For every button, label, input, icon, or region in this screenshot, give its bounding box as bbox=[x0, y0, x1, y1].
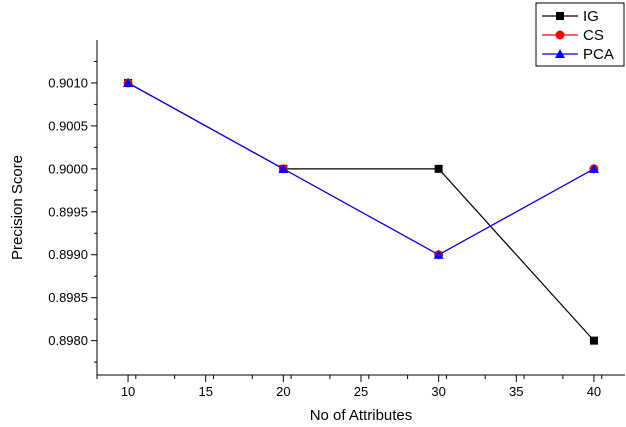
triangle-marker bbox=[278, 163, 289, 173]
y-tick-label: 0.9005 bbox=[48, 118, 88, 133]
triangle-marker bbox=[123, 77, 134, 87]
series-line bbox=[127, 82, 595, 256]
x-tick-label: 25 bbox=[354, 384, 368, 399]
x-tick-label: 40 bbox=[587, 384, 601, 399]
legend: IG CS PCA bbox=[535, 2, 625, 67]
legend-item-ig: IG bbox=[542, 8, 599, 25]
legend-label: CS bbox=[583, 27, 604, 44]
legend-label: PCA bbox=[583, 46, 614, 63]
x-tick-label: 10 bbox=[121, 384, 135, 399]
axes bbox=[96, 40, 625, 376]
legend-label: IG bbox=[583, 8, 599, 25]
y-ticks: 0.8980 0.8985 0.8990 0.8995 0.9000 0.9005 0.90… bbox=[48, 60, 97, 363]
series-layer bbox=[123, 77, 599, 345]
square-marker bbox=[589, 336, 598, 345]
x-axis-title: No of Attributes bbox=[310, 407, 413, 424]
square-marker bbox=[556, 12, 564, 20]
x-ticks: 10 15 20 25 30 35 40 bbox=[96, 375, 603, 399]
y-tick-label: 0.9000 bbox=[48, 161, 88, 176]
y-tick-label: 0.8985 bbox=[48, 290, 88, 305]
y-axis-title: Precision Score bbox=[9, 155, 26, 260]
x-tick-label: 35 bbox=[509, 384, 523, 399]
y-tick-label: 0.9010 bbox=[48, 75, 88, 90]
square-marker bbox=[434, 164, 443, 173]
y-tick-label: 0.8995 bbox=[48, 204, 88, 219]
circle-marker bbox=[555, 30, 565, 40]
x-tick-label: 20 bbox=[276, 384, 290, 399]
triangle-marker bbox=[555, 49, 565, 58]
triangle-marker bbox=[433, 249, 444, 259]
legend-item-cs: CS bbox=[542, 27, 604, 44]
triangle-marker bbox=[588, 163, 599, 173]
legend-item-pca: PCA bbox=[542, 46, 614, 63]
y-tick-label: 0.8990 bbox=[48, 247, 88, 262]
x-tick-label: 30 bbox=[431, 384, 445, 399]
x-tick-label: 15 bbox=[198, 384, 212, 399]
y-tick-label: 0.8980 bbox=[48, 333, 88, 348]
series-pca bbox=[123, 77, 599, 259]
